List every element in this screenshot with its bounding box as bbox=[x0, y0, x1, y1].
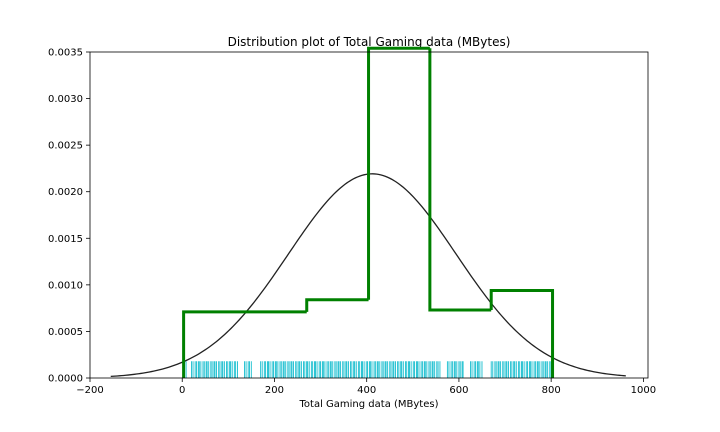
y-tick-label: 0.0030 bbox=[48, 94, 83, 105]
y-tick-label: 0.0025 bbox=[48, 141, 83, 152]
histogram-bin-2 bbox=[305, 298, 369, 312]
y-tick-label: 0.0000 bbox=[48, 374, 83, 385]
y-tick-label: 0.0005 bbox=[48, 327, 83, 338]
x-tick-label: 400 bbox=[357, 385, 376, 396]
chart-title: Distribution plot of Total Gaming data (… bbox=[228, 35, 511, 49]
x-tick-label: 0 bbox=[179, 385, 185, 396]
y-tick-label: 0.0010 bbox=[48, 280, 83, 291]
y-tick-label: 0.0015 bbox=[48, 234, 83, 245]
histogram-bin-4 bbox=[428, 48, 492, 312]
histogram-bin-5 bbox=[489, 288, 555, 378]
x-tick-label: 200 bbox=[265, 385, 284, 396]
y-tick-label: 0.0020 bbox=[48, 187, 83, 198]
histogram-bin-1 bbox=[182, 310, 307, 378]
histogram-bin-3 bbox=[367, 46, 430, 300]
x-tick-label: 800 bbox=[542, 385, 561, 396]
plot-frame bbox=[89, 51, 649, 379]
plot-area: −200 0 200 400 600 800 1000 0.0000 0.0005 0.0010 0… bbox=[48, 46, 656, 396]
rug-marks bbox=[184, 361, 552, 378]
x-tick-label: 600 bbox=[449, 385, 468, 396]
x-tick-label: −200 bbox=[76, 385, 103, 396]
x-tick-label: 1000 bbox=[631, 385, 656, 396]
x-axis-label: Total Gaming data (MBytes) bbox=[299, 399, 439, 410]
y-tick-label: 0.0035 bbox=[48, 48, 83, 59]
